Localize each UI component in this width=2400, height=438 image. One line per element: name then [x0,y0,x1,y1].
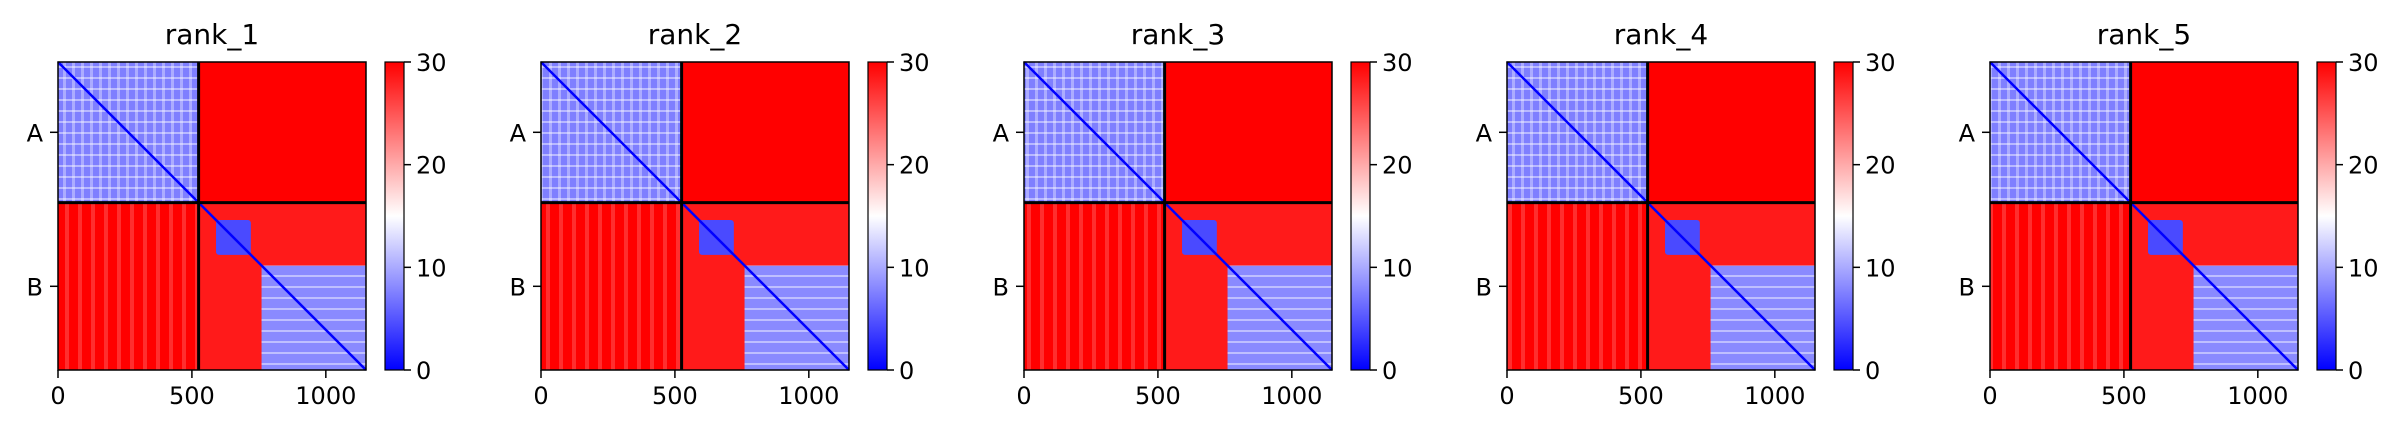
heatmap-panel-5: rank_5 A B 0 500 1000 0 10 20 30 [1959,18,2379,410]
heatmap-panel-4: rank_4 A B 0 500 1000 0 10 20 30 [1476,18,1896,410]
x-tick-label: 1000 [2227,382,2288,410]
heatmap-frame [57,61,367,371]
chain-label-b: B [510,273,526,301]
chain-label-b: B [1476,273,1492,301]
chain-label-a: A [27,119,44,147]
heatmap-panel-2: rank_2 A B 0 500 1000 0 10 20 30 [510,18,930,410]
x-tick-label: 0 [1982,382,1997,410]
x-tick-label: 1000 [1261,382,1322,410]
diagonal-line [540,61,850,371]
colorbar-tick-label: 10 [416,254,447,282]
colorbar [867,61,888,371]
x-tick-label: 0 [1499,382,1514,410]
chain-label-a: A [1476,119,1493,147]
diagonal-line [1023,61,1333,371]
diagonal-line [1506,61,1816,371]
x-tick-label: 0 [1016,382,1031,410]
colorbar [2316,61,2337,371]
colorbar [1350,61,1371,371]
panel-title: rank_3 [1131,18,1225,51]
x-tick-label: 500 [2101,382,2147,410]
chain-label-a: A [510,119,527,147]
colorbar-tick-label: 20 [2348,152,2379,180]
heatmap-panel-3: rank_3 A B 0 500 1000 0 10 20 30 [993,18,1413,410]
panel-title: rank_5 [2097,18,2191,51]
panel-title: rank_4 [1614,18,1708,51]
diagonal-line [1989,61,2299,371]
colorbar-tick-label: 0 [416,357,431,385]
block-ba-texture [58,202,199,370]
block-ba-texture [1024,202,1165,370]
chain-label-a: A [993,119,1010,147]
colorbar-tick-label: 10 [1865,254,1896,282]
colorbar-tick-label: 20 [1382,152,1413,180]
x-tick-label: 1000 [778,382,839,410]
heatmap-frame [1023,61,1333,371]
colorbar-tick-label: 30 [2348,49,2379,77]
colorbar-tick-label: 30 [1382,49,1413,77]
heatmap-panel-1: rank_1 A B 0 500 1000 0 10 20 30 [27,18,447,410]
colorbar-tick-label: 20 [899,152,930,180]
colorbar-tick-label: 10 [899,254,930,282]
colorbar-tick-label: 30 [899,49,930,77]
colorbar-tick-label: 0 [899,357,914,385]
colorbar-tick-label: 10 [1382,254,1413,282]
colorbar [384,61,405,371]
heatmap-frame [1989,61,2299,371]
x-tick-label: 500 [652,382,698,410]
colorbar-tick-label: 0 [1382,357,1397,385]
x-tick-label: 500 [1618,382,1664,410]
block-ba-texture [1990,202,2131,370]
x-tick-label: 0 [533,382,548,410]
colorbar-tick-label: 0 [1865,357,1880,385]
colorbar-tick-label: 20 [1865,152,1896,180]
chain-label-b: B [993,273,1009,301]
colorbar-tick-label: 10 [2348,254,2379,282]
heatmap-frame [1506,61,1816,371]
chain-label-b: B [1959,273,1975,301]
colorbar-tick-label: 20 [416,152,447,180]
x-tick-label: 500 [1135,382,1181,410]
colorbar-tick-label: 30 [416,49,447,77]
x-tick-label: 1000 [1744,382,1805,410]
panel-title: rank_1 [165,18,259,51]
diagonal-line [57,61,367,371]
x-tick-label: 0 [50,382,65,410]
x-tick-label: 1000 [295,382,356,410]
chain-label-a: A [1959,119,1976,147]
heatmap-frame [540,61,850,371]
colorbar-tick-label: 30 [1865,49,1896,77]
x-tick-label: 500 [169,382,215,410]
panel-title: rank_2 [648,18,742,51]
chain-label-b: B [27,273,43,301]
colorbar-tick-label: 0 [2348,357,2363,385]
colorbar [1833,61,1854,371]
block-ba-texture [541,202,682,370]
block-ba-texture [1507,202,1648,370]
